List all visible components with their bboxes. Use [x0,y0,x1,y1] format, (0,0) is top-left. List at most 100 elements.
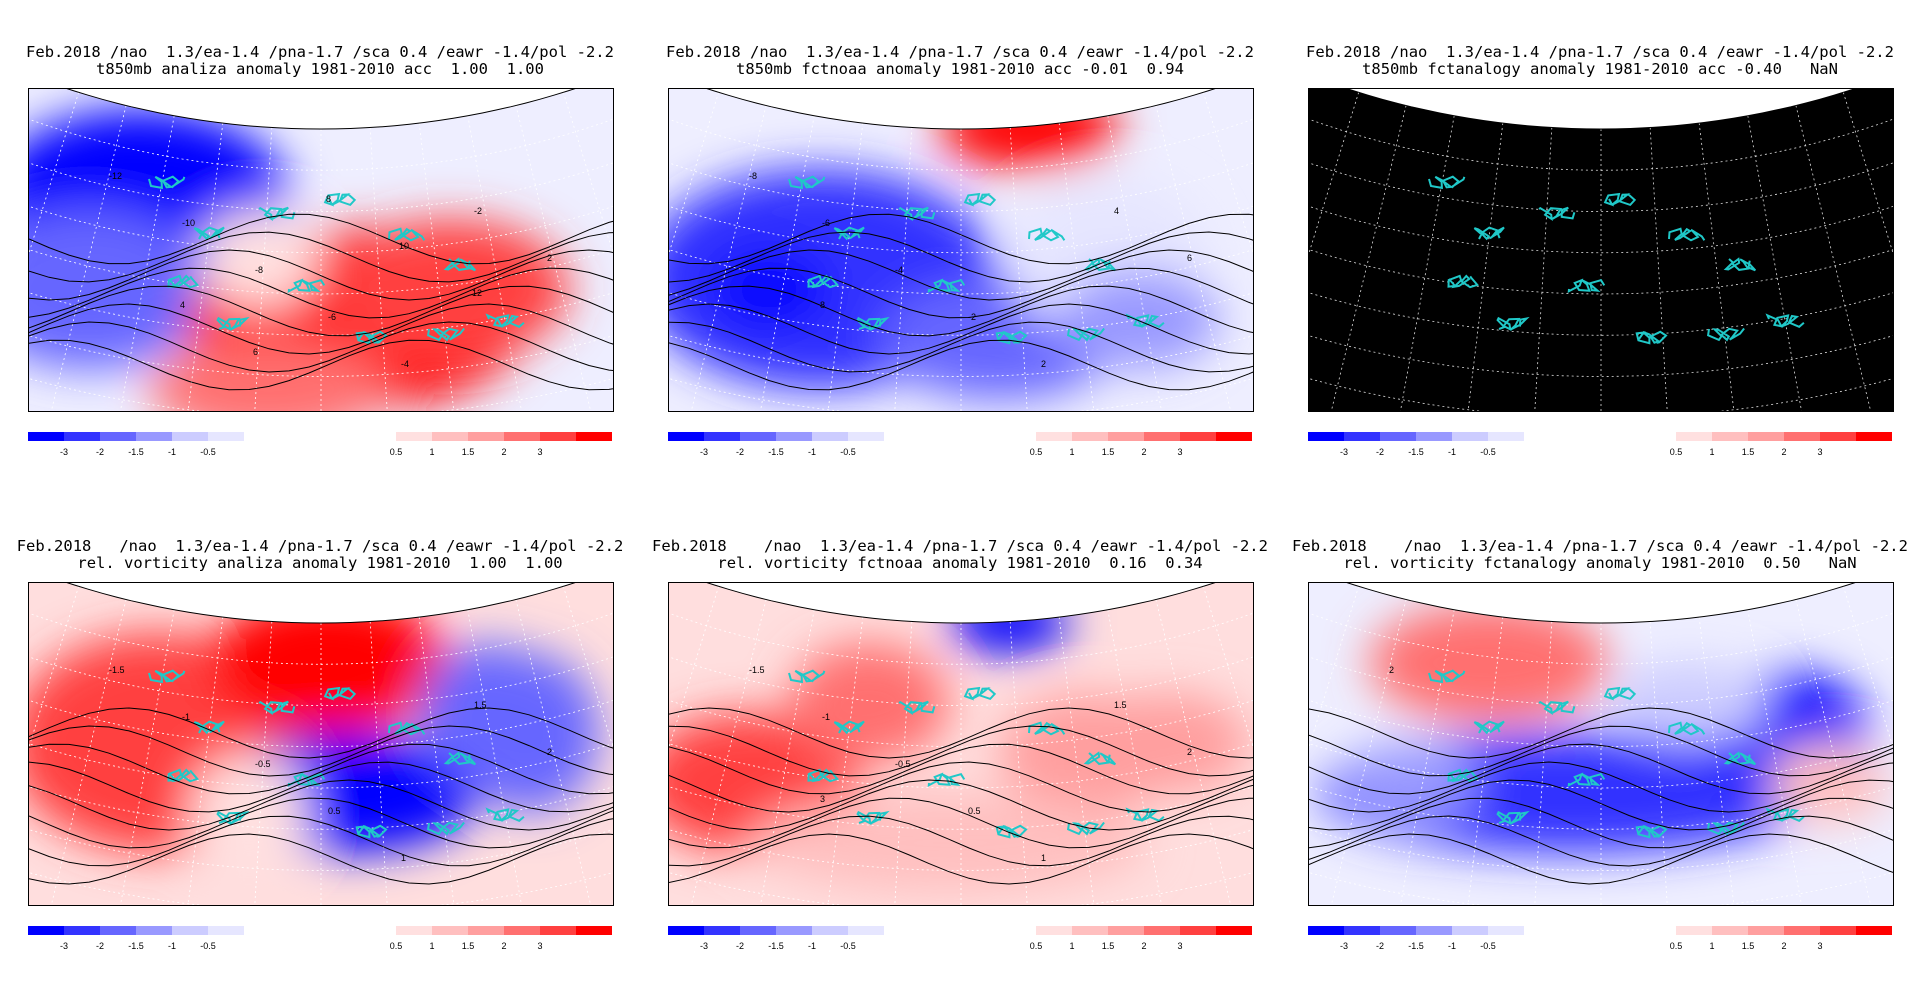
coastline-segment [193,720,225,735]
contour-label: 12 [472,288,482,298]
colorbar-swatch [1416,926,1452,935]
colorbar-label: 2 [501,941,506,951]
contour-label: -10 [182,218,195,228]
contour-label: -0.5 [255,759,271,769]
parallel-line [29,840,613,905]
coastline-segment [1635,824,1668,839]
meridian-line [515,105,595,411]
contour-line [669,725,1253,777]
colorbar-label: -1 [1448,941,1456,951]
colorbar-swatch [432,432,468,441]
coastline-segment [1603,192,1637,207]
contour-line [1309,815,1893,867]
coastline-segment [856,810,890,826]
coastline-segment [1707,327,1745,342]
contour-label: 1 [401,853,406,863]
contour-label: 2 [1187,747,1192,757]
contour-label: 4 [1114,206,1119,216]
contour-label: -2 [968,312,976,322]
colorbar-label: -0.5 [200,447,216,457]
coastline-segment [1428,669,1466,684]
anomaly-region [209,593,449,733]
colorbar-swatch [540,926,576,935]
colorbar-swatch [208,432,244,441]
anomaly-map: 2 [1309,583,1893,905]
contour-label: -4 [895,265,903,275]
contour-line [669,267,1253,319]
coastline-segment [323,192,357,207]
coastline-segment [388,721,426,736]
anomaly-region [199,209,319,309]
panel-t850-fctnoaa: Feb.2018 /nao 1.3/ea-1.4 /pna-1.7 /sca 0… [640,0,1280,494]
contour-label: 6 [1187,253,1192,263]
coastline-segment [807,274,840,289]
anomaly-region [29,209,209,369]
colorbar-swatch [1712,926,1748,935]
coastline-segment [388,227,426,242]
coastlines [788,175,1165,345]
panel-title-line2: rel. vorticity analiza anomaly 1981-2010… [77,554,563,572]
anomaly-region [749,793,1149,893]
colorbar-swatch [1344,432,1380,441]
parallel-line [29,191,613,254]
contour-line [29,779,613,831]
coastline-segment [1668,227,1706,242]
colorbar-label: 1 [1069,941,1074,951]
colorbar-swatch [64,926,100,935]
contour-line [669,761,1253,813]
contour-label: 3 [820,794,825,804]
sector-outline [706,583,1216,624]
parallel-line [1309,840,1893,905]
contour-label: 8 [326,194,331,204]
colorbar-label: 2 [1781,941,1786,951]
contour-line [669,249,1253,301]
colorbar-swatch [1072,432,1108,441]
sector-outline [66,89,576,130]
contour-label: 6 [253,347,258,357]
colorbar-swatch [172,926,208,935]
colorbar-label: -1.5 [1408,447,1424,457]
graticule [29,583,613,905]
meridian-line [1649,621,1671,905]
colorbar-graphic: -3 -2 -1.5 -1 -0.5 0.5 1 1.5 2 3 [28,926,612,951]
coastline-segment [1603,686,1637,701]
colorbar-label: 2 [501,447,506,457]
colorbar-label: -3 [700,447,708,457]
sector-outline [66,583,576,624]
coastline-segment [1028,227,1066,242]
parallel-line [669,801,1253,871]
colorbar-label: -1 [808,941,816,951]
colorbar-swatch [776,432,812,441]
colorbar-label: 1.5 [1742,941,1755,951]
contour-label: -1.5 [749,665,765,675]
colorbar: -3 -2 -1.5 -1 -0.5 0.5 1 1.5 2 3 [1308,432,1892,472]
colorbar-label: -1 [168,941,176,951]
colorbar-label: 0.5 [1030,447,1043,457]
anomaly-region [1089,693,1249,793]
colorbar-swatch [668,926,704,935]
contour-line [29,267,613,319]
colorbar-swatch [1416,432,1452,441]
colorbar-swatch [1784,926,1820,935]
contour-line [29,743,613,795]
colorbar-swatch [468,926,504,935]
parallel-line [29,230,613,295]
parallel-line [1309,608,1893,665]
colorbar-graphic: -3 -2 -1.5 -1 -0.5 0.5 1 1.5 2 3 [28,432,612,457]
colorbar-label: -1.5 [128,941,144,951]
colorbar-swatch [1144,926,1180,935]
meridian-line [1309,92,1360,408]
contour-label: -8 [749,171,757,181]
contour-label: -12 [109,171,122,181]
coastline-segment [485,313,525,328]
coastline-segment [167,274,200,289]
colorbar-swatch [1072,926,1108,935]
colorbar-swatch [1748,432,1784,441]
contour-line [669,815,1253,867]
parallel-line [29,685,613,748]
contour-line [29,303,613,355]
panel-t850-analiza: Feb.2018 /nao 1.3/ea-1.4 /pna-1.7 /sca 0… [0,0,640,494]
colorbar-label: -2 [96,941,104,951]
colorbar: -3 -2 -1.5 -1 -0.5 0.5 1 1.5 2 3 [668,926,1252,966]
contour-line [29,797,613,849]
